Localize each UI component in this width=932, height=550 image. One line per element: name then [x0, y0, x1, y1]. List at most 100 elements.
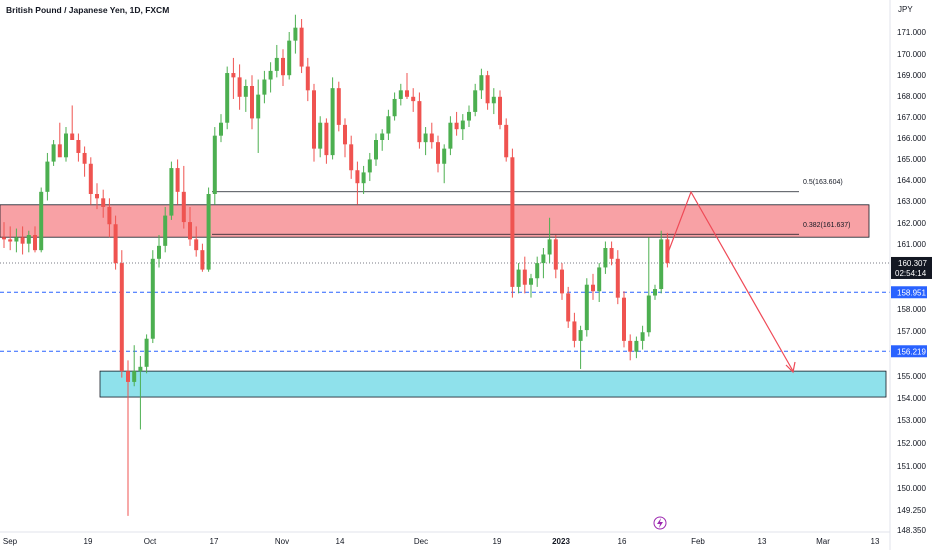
candle [330, 77, 335, 160]
candle [367, 152, 372, 182]
candle [57, 122, 62, 158]
candle [163, 206, 168, 253]
candle [200, 243, 205, 272]
candle [250, 75, 254, 130]
candle [640, 325, 645, 350]
price-scale[interactable]: JPY 171.000 170.000 169.000 168.000 167.000 1… [891, 5, 932, 535]
candle [417, 92, 422, 149]
support-zone [99, 370, 887, 398]
candle [498, 90, 502, 130]
candle [231, 57, 236, 99]
current-price-badge [891, 256, 932, 279]
candle [547, 217, 552, 264]
candle [510, 148, 515, 298]
candle [646, 237, 651, 337]
time-tick: 16 [618, 537, 627, 546]
candle [355, 161, 360, 205]
candle [665, 232, 670, 268]
candle [615, 250, 620, 305]
candle [343, 118, 347, 158]
lightning-icon[interactable] [653, 516, 667, 530]
candle [113, 215, 118, 270]
candle [429, 122, 434, 149]
candle [101, 189, 106, 218]
candle [479, 68, 484, 99]
candle [281, 49, 285, 86]
candle [566, 286, 571, 328]
level-badge [891, 345, 927, 358]
resistance-zone [0, 204, 870, 238]
projection-arrow [665, 190, 794, 372]
candle [529, 273, 533, 298]
candle [194, 226, 199, 257]
currency-label: JPY [898, 5, 913, 14]
level-badge-text: 158.951 [897, 288, 926, 297]
candle [119, 250, 124, 378]
candle [622, 291, 626, 348]
candle [175, 159, 180, 205]
price-tick: 163.000 [897, 197, 926, 206]
candle [299, 19, 304, 74]
candle [553, 235, 558, 279]
fib-0382-label: 0.382(161.637) [803, 222, 850, 229]
candle [138, 356, 143, 430]
candle [405, 73, 409, 99]
candle [560, 263, 564, 300]
candle [20, 226, 25, 255]
candle [318, 116, 323, 158]
price-tick: 148.350 [897, 526, 926, 535]
candle [39, 187, 44, 253]
price-tick: 158.000 [897, 305, 926, 314]
candle [361, 165, 366, 194]
candle [76, 133, 81, 162]
candle [51, 140, 56, 166]
price-tick: 166.000 [897, 134, 926, 143]
chart-title: British Pound / Japanese Yen, 1D, FXCM [6, 5, 169, 15]
time-tick: 19 [493, 537, 502, 546]
candle [107, 198, 112, 238]
candle [454, 111, 459, 136]
time-tick: 13 [758, 537, 767, 546]
candle [572, 312, 577, 348]
candle [578, 325, 583, 369]
candle [609, 241, 614, 266]
time-tick: Oct [144, 537, 157, 546]
candle [634, 336, 639, 359]
price-tick: 150.000 [897, 484, 926, 493]
projection-layer [665, 190, 796, 374]
candle [392, 92, 397, 121]
candle [349, 135, 354, 179]
price-tick: 154.000 [897, 394, 926, 403]
candle [268, 62, 273, 93]
candle [256, 79, 261, 153]
candle [312, 83, 316, 162]
candle [169, 161, 174, 220]
candle [584, 278, 589, 337]
candle [411, 88, 416, 112]
candle [522, 256, 527, 294]
price-tick: 151.000 [897, 462, 926, 471]
fib-050-label: 0.5(163.604) [803, 179, 843, 186]
price-tick: 152.000 [897, 439, 926, 448]
time-tick: 2023 [552, 537, 570, 546]
price-tick: 170.000 [897, 50, 926, 59]
candle [88, 157, 93, 205]
candle [157, 235, 161, 268]
candle [380, 129, 385, 151]
price-tick: 153.000 [897, 416, 926, 425]
candle [262, 70, 267, 104]
candle [516, 263, 521, 294]
candle [591, 273, 595, 300]
candle [541, 248, 546, 279]
candle [485, 70, 490, 110]
candle [504, 118, 509, 162]
candle [70, 105, 75, 140]
candle [219, 114, 223, 143]
time-axis[interactable]: Sep 19 Oct 17 Nov 14 Dec 19 2023 16 Feb 13 Mar 13 [3, 537, 880, 546]
candle [95, 183, 99, 210]
time-tick: Nov [275, 537, 289, 546]
candle [82, 146, 87, 177]
candle [535, 256, 540, 287]
candle [14, 228, 19, 253]
